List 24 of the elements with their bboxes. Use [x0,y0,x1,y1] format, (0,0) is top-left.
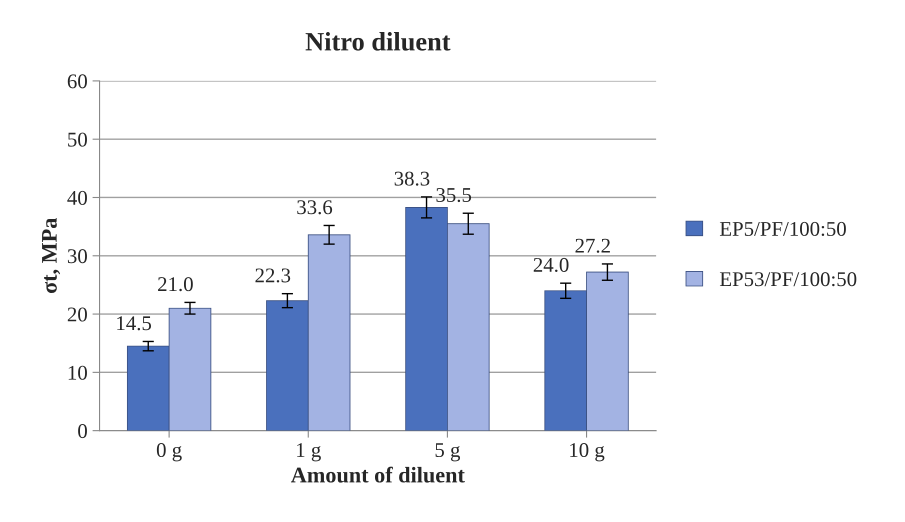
data-label: 27.2 [576,238,610,253]
data-label: 22.3 [255,268,290,283]
legend-label: EP53/PF/100:50 [720,272,856,286]
legend-label: EP5/PF/100:50 [720,222,846,236]
x-tick-label: 10 g [570,443,604,462]
y-tick-label: 50 [68,132,87,147]
data-label: 33.6 [297,200,332,214]
chart-title: Nitro diluent [306,32,450,51]
y-tick-label: 60 [68,74,87,88]
x-tick-label: 1 g [297,443,321,462]
x-tick-label: 0 g [156,443,182,462]
data-label: 24.0 [534,258,569,272]
y-tick-label: 40 [67,190,87,205]
x-axis-title: Amount of diluent [291,466,465,483]
y-axis-title: σt, MPa [42,218,60,294]
data-label: 14.5 [117,316,152,330]
x-tick-label: 5 g [436,443,460,462]
y-tick-label: 20 [68,307,87,322]
y-tick-label: 30 [68,249,87,264]
y-tick-label: 10 [68,366,87,380]
data-label: 21.0 [158,277,193,292]
data-label: 35.5 [436,188,472,202]
data-label: 38.3 [394,172,430,186]
y-tick-label: 0 [78,424,87,438]
